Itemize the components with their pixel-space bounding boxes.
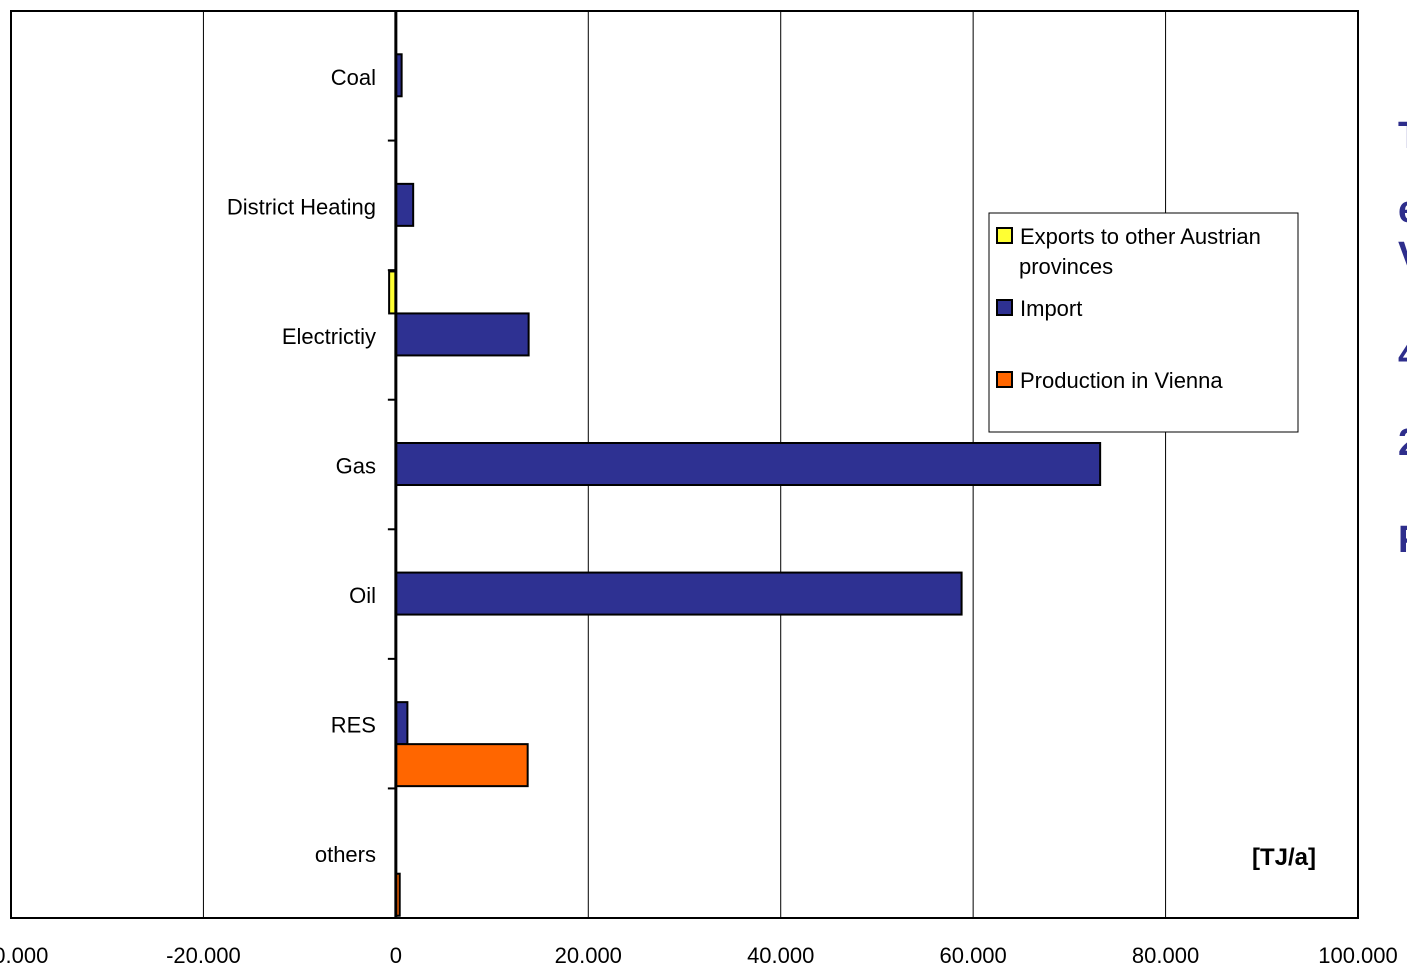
- category-label: Oil: [349, 583, 376, 608]
- side-text-glyph: V: [1398, 235, 1407, 277]
- x-tick-label: 80.000: [1132, 943, 1199, 968]
- side-text-glyph: 4: [1398, 334, 1407, 376]
- legend-label: Exports to other Austrian: [1020, 224, 1261, 249]
- legend-label: Production in Vienna: [1020, 368, 1223, 393]
- bar-res-import: [394, 701, 409, 746]
- unit-label: [TJ/a]: [1252, 844, 1316, 871]
- category-label: Electrictiy: [282, 324, 376, 349]
- category-axis: [387, 11, 398, 918]
- category-label: RES: [331, 713, 376, 738]
- legend-label: provinces: [1019, 254, 1113, 279]
- x-tick-label: -20.000: [166, 943, 241, 968]
- legend-swatch: [996, 371, 1013, 388]
- category-label: District Heating: [227, 194, 376, 219]
- x-tick-label: 20.000: [555, 943, 622, 968]
- x-tick-label: 40.000: [747, 943, 814, 968]
- bar-gas-import: [394, 442, 1102, 486]
- category-label: Gas: [336, 454, 376, 479]
- side-text-glyph: P: [1398, 519, 1407, 561]
- bar-electrictiy-import: [394, 312, 530, 357]
- category-labels: Coal District Heating Electrictiy Gas Oil RES…: [227, 65, 376, 867]
- legend-swatch: [996, 227, 1013, 244]
- bar-oil-import: [394, 571, 963, 616]
- category-label: Coal: [331, 65, 376, 90]
- legend: Exports to other Austrian provinces Import…: [988, 212, 1299, 433]
- side-text-fragments: TeV 4 2 P: [1398, 115, 1407, 561]
- x-tick-label: 60.000: [939, 943, 1006, 968]
- side-text-glyph: e: [1398, 189, 1407, 231]
- x-tick-label: -40.000: [0, 943, 48, 968]
- bar-district-heating-import: [394, 182, 415, 227]
- bars: [388, 53, 1102, 917]
- legend-swatch: [996, 299, 1013, 316]
- x-tick-label: 100.000: [1318, 943, 1398, 968]
- legend-label: Import: [1020, 296, 1082, 321]
- x-tick-labels: -40.000 -20.000 0 20.000 40.000 60.000 80.000 1…: [0, 943, 1398, 968]
- side-text-glyph: 2: [1398, 422, 1407, 464]
- legend-box: [988, 212, 1299, 433]
- x-tick-label: 0: [390, 943, 402, 968]
- bar-res-production: [394, 743, 529, 788]
- category-label: others: [315, 842, 376, 867]
- side-text-glyph: T: [1398, 115, 1407, 157]
